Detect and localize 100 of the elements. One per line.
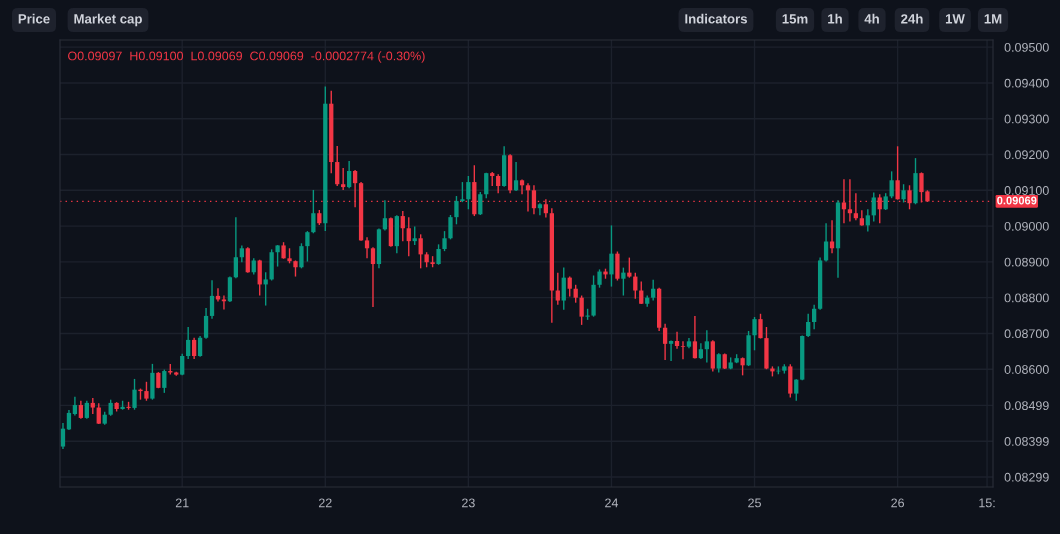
text: 1W [945,14,965,24]
candlestick [496,173,501,194]
candlestick [233,216,239,280]
candlestick [382,199,388,232]
candlestick [674,330,680,350]
candlestick [448,214,453,241]
candlestick [704,329,709,364]
y-tick-label: 0.09500 [1004,42,1049,52]
x-tick-label: 24 [605,498,619,508]
candlestick [352,169,358,208]
x-tick-label: 23 [462,498,475,508]
candlestick [203,307,209,340]
candlestick [335,145,340,187]
y-tick-label: 0.08600 [1004,365,1049,374]
candlestick [692,315,698,360]
candlestick [662,323,668,361]
x-tick-label: 21 [175,498,189,508]
candlestick [311,189,316,234]
candlestick [865,208,870,233]
candlestick [841,178,847,224]
candlestick [132,378,137,411]
candlestick [263,271,268,307]
candlestick [186,326,191,360]
candlestick [418,233,423,270]
candlestick [442,230,447,252]
candlestick [484,172,489,199]
ref-line-label: 0.09069 [997,196,1037,205]
candlestick [341,167,346,191]
candlestick [621,266,626,297]
y-tick-label: 0.08399 [1004,436,1049,446]
candlestick [651,279,656,302]
candlestick [716,352,721,374]
text: 15m [782,14,808,24]
candlestick [829,219,835,254]
candlestick [209,279,215,320]
candlestick [60,422,66,450]
y-tick-label: 0.09400 [1004,78,1049,88]
candlestick [406,216,411,257]
candlestick [66,409,72,431]
candlestick [609,224,614,288]
y-tick-label: 0.08700 [1004,329,1049,339]
candlestick [400,210,405,242]
text: Price [18,13,50,24]
candlestick [162,368,167,394]
candlestick [221,294,227,311]
candlestick [531,184,537,215]
candlestick [299,242,304,270]
candlestick [364,236,370,260]
y-tick-label: 0.08900 [1004,257,1049,267]
candlestick [460,181,465,203]
y-tick-label: 0.08800 [1004,293,1049,303]
candlestick [305,230,310,263]
x-tick-label: 25 [748,498,761,508]
text: 4h [864,13,879,24]
x-tick-label: 26 [891,498,905,508]
x-tick-label: 22 [318,498,332,508]
candlestick [871,191,876,223]
candlestick [597,268,602,289]
candlestick [197,335,203,358]
text: Indicators [685,13,747,24]
candlestick [633,271,638,300]
candlestick [245,246,250,274]
candlestick [847,178,853,223]
candlestick [901,183,906,204]
candlestick [752,316,757,351]
candlestick [275,244,280,268]
text: 24h [901,13,923,24]
candlestick [794,378,799,402]
candlestick [567,275,572,298]
candlestick [513,161,519,192]
y-tick-label: 0.08499 [1004,401,1049,411]
candlestick [537,202,543,217]
candlestick [895,145,900,201]
x-tick-label: 15: [979,498,995,508]
candlestick [823,222,829,263]
candlestick [144,381,149,402]
y-tick-label: 0.09200 [1004,150,1049,160]
candlestick [525,182,531,213]
candlestick [478,191,483,216]
candlestick [466,175,471,210]
candlestick [370,246,376,308]
candlestick [627,256,632,279]
y-tick-label: 0.09000 [1004,221,1049,231]
candlestick [889,170,894,199]
candlestick [519,178,525,195]
candlestick [346,160,352,189]
candlestick [436,243,441,266]
candlestick [257,259,262,297]
y-tick-label: 0.09100 [1004,186,1049,195]
candlestick [412,225,417,246]
candlestick [191,337,197,360]
candlestick [758,313,763,340]
candlestick [72,396,78,417]
candlestick [561,266,566,311]
candlestick [227,275,233,303]
text: Market cap [74,13,142,27]
candlestick [579,294,584,326]
text: 1h [828,13,842,24]
candlestick [454,195,459,226]
y-tick-label: 0.09300 [1004,114,1049,124]
